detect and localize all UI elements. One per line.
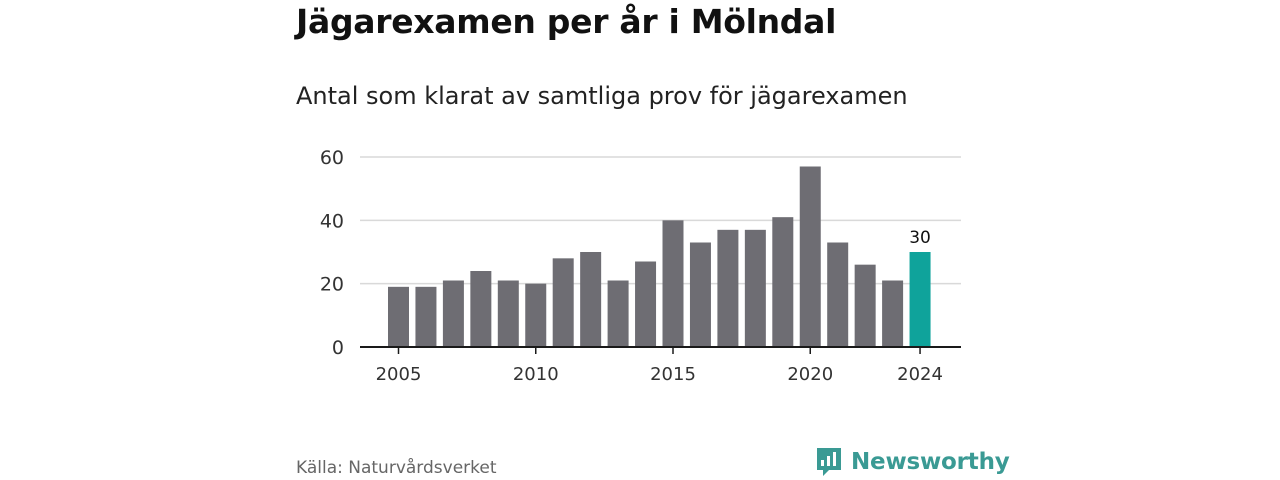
bar-2018 <box>744 229 766 347</box>
bar-2011 <box>552 258 574 347</box>
x-tick-label-2015: 2015 <box>650 364 696 385</box>
y-axis-ticks: 0 20 40 60 <box>320 147 344 359</box>
bar-2009 <box>497 280 519 347</box>
y-tick-label-20: 20 <box>320 274 344 296</box>
y-tick-label-0: 0 <box>332 337 344 359</box>
bar-2005 <box>388 286 409 347</box>
bar-2019 <box>772 217 794 347</box>
bar-2024 <box>909 252 931 347</box>
x-tick-label-2024: 2024 <box>897 364 943 385</box>
y-tick-label-40: 40 <box>320 210 344 232</box>
newsworthy-logo-icon <box>817 448 841 476</box>
bar-2020 <box>799 166 821 347</box>
bar-2007 <box>442 280 464 347</box>
bar-2016 <box>689 242 711 347</box>
bar-2021 <box>827 242 849 347</box>
bar-2012 <box>580 252 602 347</box>
newsworthy-logo-text: Newsworthy <box>851 449 1010 475</box>
bar-2014 <box>635 261 657 347</box>
newsworthy-logo: Newsworthy <box>815 446 1010 478</box>
bar-2022 <box>854 264 876 347</box>
chart-subtitle: Antal som klarat av samtliga prov för jä… <box>296 82 908 110</box>
bar-2013 <box>607 280 629 347</box>
y-tick-label-60: 60 <box>320 147 344 169</box>
data-label-2024: 30 <box>909 228 931 248</box>
bar-2023 <box>882 280 904 347</box>
bar-chart: 0 20 40 60 30 2005 2010 2015 2020 2024 <box>320 147 961 385</box>
x-tick-label-2005: 2005 <box>376 364 422 385</box>
x-tick-label-2010: 2010 <box>513 364 559 385</box>
bars <box>388 166 931 347</box>
bar-2008 <box>470 271 492 347</box>
bar-2006 <box>415 286 437 347</box>
x-axis-ticks: 2005 2010 2015 2020 2024 <box>376 347 943 385</box>
bar-2015 <box>662 220 684 347</box>
bar-2010 <box>525 283 547 347</box>
bar-2017 <box>717 229 739 347</box>
source-note: Källa: Naturvårdsverket <box>296 458 497 478</box>
chart-title: Jägarexamen per år i Mölndal <box>296 2 837 41</box>
data-labels: 30 <box>909 228 931 248</box>
x-tick-label-2020: 2020 <box>787 364 833 385</box>
